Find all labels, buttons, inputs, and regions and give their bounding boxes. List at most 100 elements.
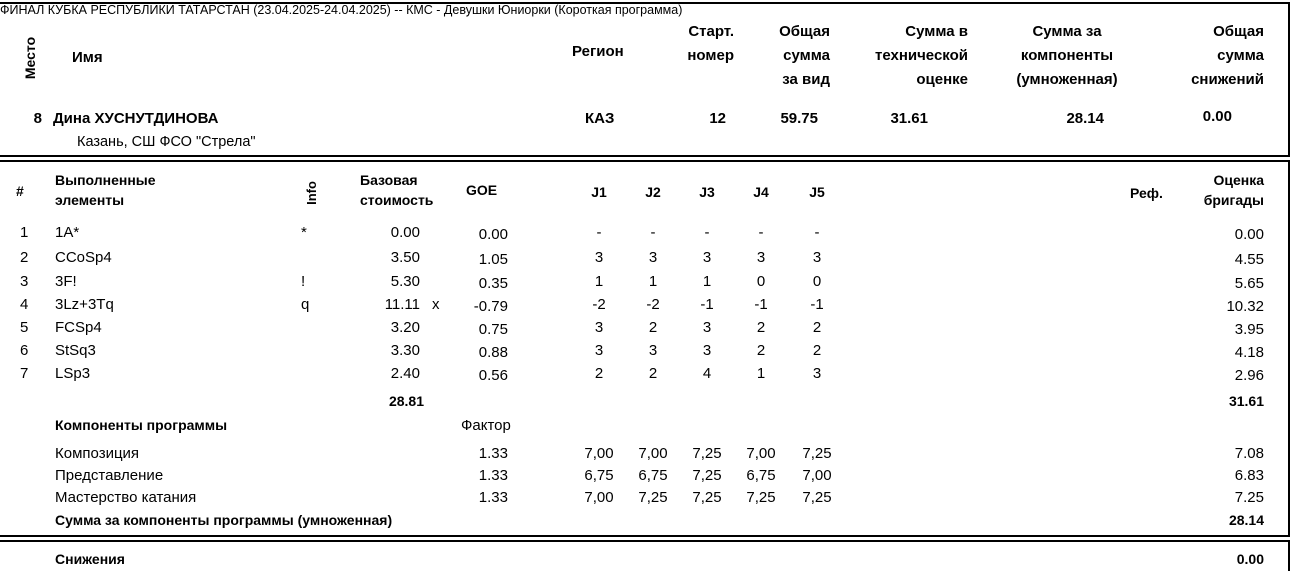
- col-total-header-3: за вид: [782, 71, 830, 88]
- components-header: Компоненты программы: [55, 417, 228, 433]
- element-j3: 3: [702, 249, 712, 266]
- element-num: 1: [20, 224, 29, 241]
- col-start-header-1: Старт.: [688, 23, 734, 40]
- col-ded-header-3: снижений: [1191, 71, 1264, 88]
- el-ref-header: Реф.: [1130, 185, 1163, 201]
- element-bonus-mark: x: [432, 296, 440, 313]
- element-j4: 0: [756, 273, 766, 290]
- element-j1: 3: [594, 319, 604, 336]
- element-j3: 4: [702, 365, 712, 382]
- components-factor-header: Фактор: [461, 417, 511, 434]
- deductions-box: [0, 540, 1290, 571]
- element-info: *: [301, 224, 307, 241]
- element-j4: 1: [756, 365, 766, 382]
- component-name: Мастерство катания: [55, 489, 197, 506]
- element-score: 10.32: [1226, 298, 1264, 315]
- element-base: 5.30: [390, 273, 420, 290]
- element-base: 3.50: [390, 249, 420, 266]
- element-goe: 0.56: [478, 367, 508, 384]
- element-name: FCSp4: [55, 319, 102, 336]
- element-num: 7: [20, 365, 29, 382]
- element-goe: 1.05: [478, 251, 508, 268]
- skater-deductions: 0.00: [1202, 108, 1232, 125]
- element-base: 2.40: [390, 365, 420, 382]
- element-j1: 3: [594, 342, 604, 359]
- component-j4: 7,00: [746, 445, 776, 462]
- element-j5: 3: [812, 249, 822, 266]
- deductions-label: Снижения: [55, 551, 125, 567]
- components-total-score: 28.14: [1228, 512, 1264, 528]
- element-j5: 2: [812, 342, 822, 359]
- element-j5: 0: [812, 273, 822, 290]
- element-base: 11.11: [384, 296, 420, 313]
- element-goe: 0.35: [478, 275, 508, 292]
- element-j2: -: [650, 224, 656, 241]
- details-box: [0, 160, 1290, 537]
- component-factor: 1.33: [478, 489, 508, 506]
- el-score-header-2: бригады: [1203, 192, 1264, 208]
- col-place-header: Место: [22, 36, 38, 80]
- el-score-header-1: Оценка: [1213, 172, 1264, 188]
- el-info-header: Info: [304, 181, 319, 205]
- element-score: 3.95: [1234, 321, 1264, 338]
- element-j5: 2: [812, 319, 822, 336]
- element-j4: -: [758, 224, 764, 241]
- element-base: 3.30: [390, 342, 420, 359]
- summary-box: [0, 2, 1290, 157]
- component-j5: 7,00: [802, 467, 832, 484]
- element-goe: 0.75: [478, 321, 508, 338]
- col-tech-header-1: Сумма в: [905, 23, 968, 40]
- skater-start-no: 12: [709, 110, 726, 127]
- col-region-header: Регион: [572, 43, 624, 60]
- component-factor: 1.33: [478, 445, 508, 462]
- element-j2: 2: [648, 319, 658, 336]
- component-score: 7.08: [1234, 445, 1264, 462]
- element-j2: 1: [648, 273, 658, 290]
- component-j3: 7,25: [692, 467, 722, 484]
- element-j2: 3: [648, 249, 658, 266]
- element-j3: 3: [702, 342, 712, 359]
- el-elements-header-2: элементы: [55, 192, 125, 208]
- element-j3: -1: [700, 296, 714, 313]
- element-j3: -: [704, 224, 710, 241]
- deductions-value: 0.00: [1236, 551, 1264, 567]
- element-j4: -1: [754, 296, 768, 313]
- element-j5: -: [814, 224, 820, 241]
- element-num: 2: [20, 249, 29, 266]
- element-j2: 3: [648, 342, 658, 359]
- component-j2: 7,00: [638, 445, 668, 462]
- component-j3: 7,25: [692, 445, 722, 462]
- element-j3: 3: [702, 319, 712, 336]
- element-j2: 2: [648, 365, 658, 382]
- element-name: 1A*: [55, 224, 80, 241]
- col-tech-header-3: оценке: [916, 71, 968, 88]
- element-j1: -2: [592, 296, 606, 313]
- component-j1: 6,75: [584, 467, 614, 484]
- component-j4: 6,75: [746, 467, 776, 484]
- elements-base-total: 28.81: [388, 393, 424, 409]
- component-j4: 7,25: [746, 489, 776, 506]
- element-base: 0.00: [390, 224, 420, 241]
- col-total-header-1: Общая: [779, 23, 830, 40]
- col-tech-header-2: технической: [874, 47, 968, 64]
- col-total-header-2: сумма: [783, 47, 830, 64]
- element-j1: 3: [594, 249, 604, 266]
- el-base-header-1: Базовая: [360, 172, 418, 188]
- col-comp-header-1: Сумма за: [1032, 23, 1102, 40]
- component-j2: 6,75: [638, 467, 668, 484]
- element-j4: 3: [756, 249, 766, 266]
- element-num: 5: [20, 319, 29, 336]
- col-ded-header-2: сумма: [1217, 47, 1264, 64]
- component-score: 6.83: [1234, 467, 1264, 484]
- element-score: 5.65: [1234, 275, 1264, 292]
- element-num: 3: [20, 273, 29, 290]
- col-start-header-2: номер: [687, 47, 734, 64]
- element-j4: 2: [756, 342, 766, 359]
- el-elements-header-1: Выполненные: [55, 172, 156, 188]
- elements-score-total: 31.61: [1228, 393, 1264, 409]
- col-ded-header-1: Общая: [1213, 23, 1264, 40]
- component-score: 7.25: [1234, 489, 1264, 506]
- component-j1: 7,00: [584, 489, 614, 506]
- components-total-label: Сумма за компоненты программы (умноженна…: [55, 512, 393, 528]
- skater-place: 8: [33, 110, 42, 127]
